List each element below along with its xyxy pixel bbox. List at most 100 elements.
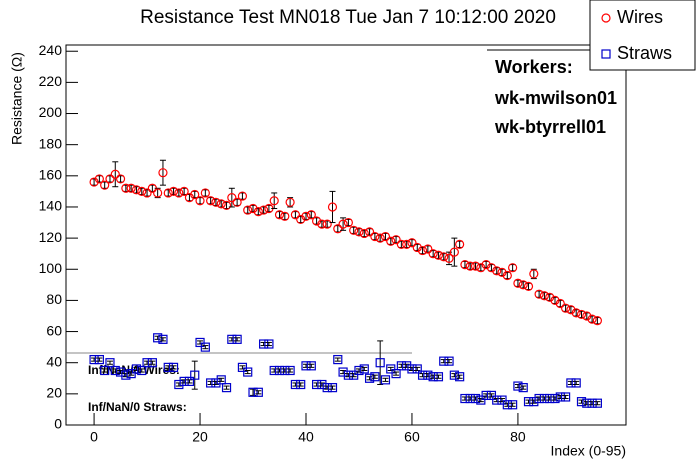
error-bar [218,377,225,382]
error-bar [244,369,251,375]
point [285,197,295,207]
point [428,372,438,382]
point [402,239,412,249]
point [142,358,152,368]
error-bar [509,264,516,272]
error-bar [451,373,458,378]
error-bar [345,373,352,378]
point [428,249,438,259]
point [592,398,602,408]
error-bar [128,371,135,376]
point [216,199,226,209]
error-bar [91,357,98,362]
error-bar [96,357,103,362]
error-bar [281,368,288,373]
point [274,210,285,220]
point [375,358,385,368]
error-bar [287,368,294,373]
error-bar [467,396,474,401]
point [492,266,502,276]
error-bar [271,368,278,373]
point [163,188,173,198]
error-bar [578,399,585,404]
point [555,392,565,402]
point [115,174,126,184]
error-bar [361,366,368,371]
point [402,361,412,371]
error-bar [387,366,394,371]
y-tick-label: 200 [39,104,63,120]
point [237,362,248,372]
point [301,361,311,371]
x-tick-label: 80 [510,429,526,445]
y-tick-label: 80 [46,291,62,307]
error-bar [260,341,267,347]
point [518,280,528,290]
point [370,372,380,382]
point [423,244,433,254]
error-bar [583,401,590,406]
point [539,291,550,301]
point [417,245,428,256]
y-tick-label: 220 [39,73,63,89]
point [359,228,369,239]
point [327,202,338,212]
error-bar [552,396,559,401]
y-tick-label: 20 [46,385,62,401]
error-bar [530,399,537,404]
error-bar [181,379,188,384]
error-bar [562,394,569,400]
point [259,205,269,215]
point [126,183,136,193]
error-bar [255,390,262,395]
error-bar [371,374,378,379]
error-bar [297,382,304,387]
point [131,185,142,195]
error-bar [567,380,574,386]
error-bar [350,373,357,378]
point [243,205,253,215]
point [285,365,295,376]
point [105,174,115,184]
error-bar [308,363,315,368]
error-bar [149,360,156,365]
point [168,186,179,196]
point [465,261,475,271]
error-bar [191,360,198,390]
y-tick-label: 160 [39,167,63,183]
point [121,183,131,193]
error-bar [493,398,500,403]
point [317,379,327,390]
point [529,397,539,407]
error-bar [382,377,389,382]
error-bar [340,369,347,375]
point [227,193,237,203]
point [311,379,322,390]
error-bar [106,360,113,365]
error-bar [355,368,362,373]
point [433,250,444,260]
error-bar [271,192,278,210]
point [534,393,544,404]
point [492,395,502,405]
point [465,393,475,404]
point [391,235,401,245]
error-bar [239,192,246,200]
point [280,211,290,221]
point [317,219,327,229]
point [534,289,544,299]
annotation: Inf/NaN/0 Straws: [88,400,187,414]
point [587,398,597,408]
error-bar [488,393,495,398]
error-bar [398,363,405,368]
y-tick-label: 60 [46,322,62,338]
error-bar [324,385,331,390]
error-bar [122,373,129,378]
point [433,372,444,382]
error-bar [112,161,119,188]
point [396,239,406,249]
point [105,358,115,368]
point [444,356,454,366]
point [137,186,147,196]
